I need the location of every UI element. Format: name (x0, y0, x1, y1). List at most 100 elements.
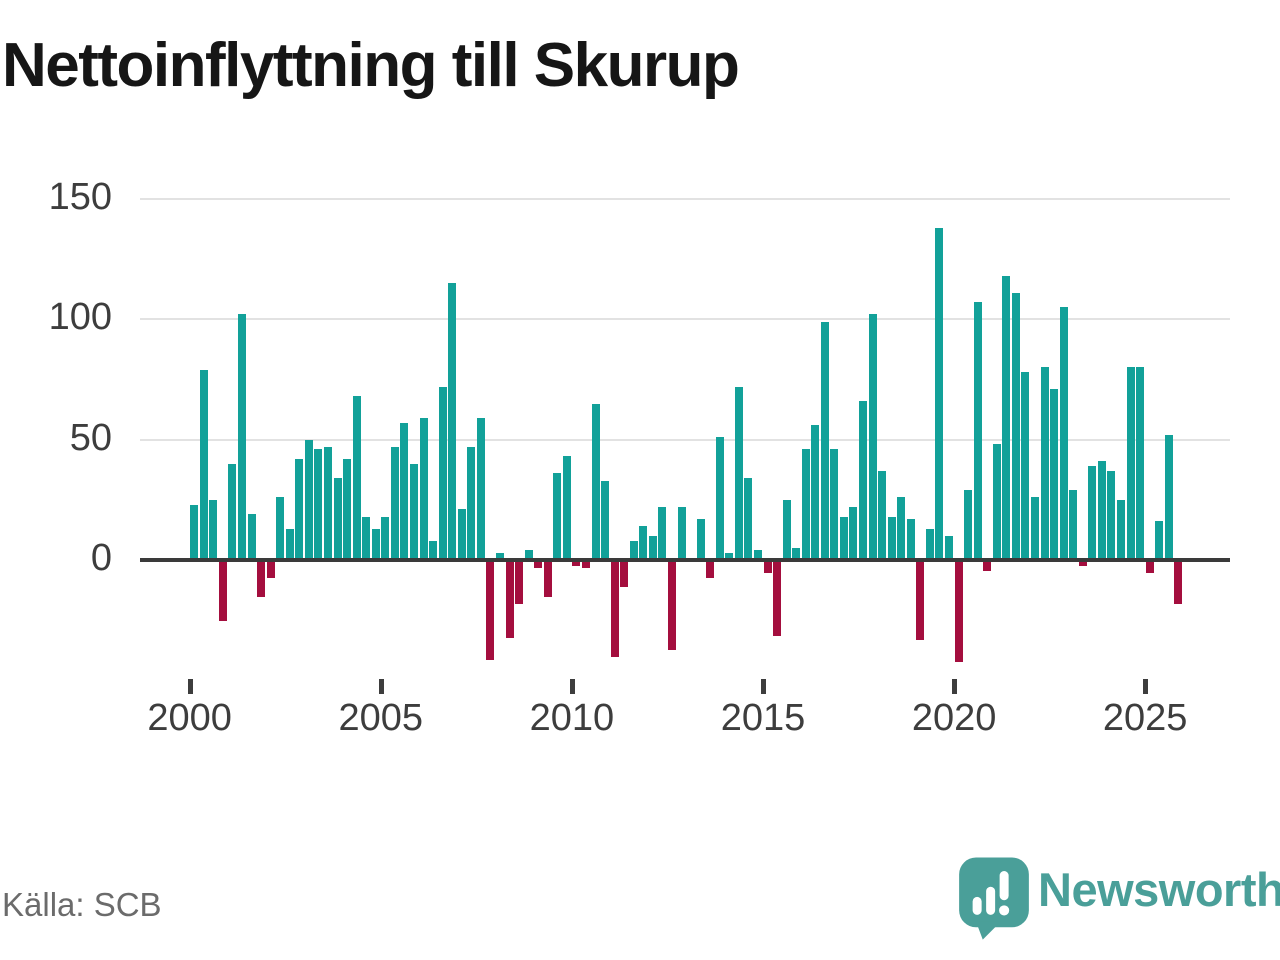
bar-2015-Q1 (763, 561, 772, 574)
bar-2023-Q3 (1088, 466, 1097, 560)
bar-2015-Q4 (792, 547, 801, 560)
x-axis-tick-2020 (952, 679, 958, 694)
bar-2019-Q1 (916, 561, 925, 641)
bar-2011-Q4 (639, 526, 648, 560)
bar-2024-Q4 (1136, 367, 1145, 560)
bar-2002-Q1 (266, 561, 275, 578)
x-axis-label-2000: 2000 (147, 697, 232, 739)
bar-2010-Q2 (581, 561, 590, 569)
bar-2022-Q2 (1040, 367, 1049, 560)
source-note: Källa: SCB (2, 886, 162, 923)
bar-2003-Q2 (314, 449, 323, 560)
bar-2011-Q2 (620, 561, 629, 588)
bar-2017-Q4 (868, 314, 877, 560)
bar-2001-Q4 (257, 561, 266, 598)
x-axis-label-2005: 2005 (338, 697, 424, 739)
bar-2022-Q4 (1059, 307, 1068, 560)
bar-2018-Q1 (878, 470, 887, 560)
bar-2025-Q2 (1155, 521, 1164, 560)
bar-2006-Q3 (438, 386, 447, 560)
bar-2022-Q1 (1031, 497, 1040, 560)
bar-2011-Q3 (629, 540, 638, 560)
bar-2023-Q1 (1069, 490, 1078, 560)
bar-2000-Q3 (209, 499, 218, 560)
bar-2007-Q1 (457, 509, 466, 560)
bar-2004-Q2 (352, 396, 361, 560)
bar-2013-Q4 (715, 437, 724, 560)
x-axis-label-2025: 2025 (1102, 697, 1188, 739)
bar-2014-Q1 (725, 552, 734, 560)
bar-2016-Q1 (801, 449, 810, 560)
bar-2018-Q2 (887, 516, 896, 560)
bar-2014-Q4 (753, 550, 762, 560)
x-axis-label-2020: 2020 (911, 697, 997, 739)
bar-2000-Q1 (190, 504, 199, 560)
y-axis-label-0: 0 (90, 536, 112, 579)
bar-2009-Q4 (562, 456, 571, 560)
bar-2008-Q3 (515, 561, 524, 605)
bar-2003-Q4 (333, 478, 342, 560)
x-axis-tick-2000 (187, 679, 193, 694)
bar-2003-Q1 (304, 439, 313, 560)
bar-2011-Q1 (610, 561, 619, 658)
bar-2012-Q3 (667, 561, 676, 651)
bar-2002-Q2 (276, 497, 285, 560)
gridline-100 (140, 318, 1230, 321)
bar-2008-Q1 (495, 552, 504, 560)
brand-logo: Newsworthy (958, 856, 1280, 940)
bar-2001-Q2 (237, 314, 246, 560)
bar-2003-Q3 (323, 446, 332, 560)
bar-2004-Q4 (371, 528, 380, 560)
x-axis-label-2010: 2010 (529, 697, 615, 739)
bar-2006-Q1 (419, 417, 428, 560)
bar-2005-Q4 (409, 463, 418, 560)
chart-title: Nettoinflyttning till Skurup (2, 31, 740, 100)
bar-2001-Q3 (247, 514, 256, 560)
bar-2001-Q1 (228, 463, 237, 560)
bar-2021-Q1 (992, 444, 1001, 560)
x-axis-tick-2015 (761, 679, 766, 694)
bar-2006-Q2 (429, 540, 438, 560)
bar-2021-Q3 (1011, 292, 1020, 560)
bar-2021-Q4 (1021, 372, 1030, 560)
bar-2018-Q3 (897, 497, 906, 560)
bar-2004-Q1 (343, 458, 352, 560)
bar-2005-Q3 (400, 422, 409, 560)
bar-2010-Q4 (601, 480, 610, 560)
bar-2020-Q4 (983, 561, 992, 571)
bar-2023-Q4 (1097, 461, 1106, 560)
y-axis-label-100: 100 (48, 296, 112, 339)
bar-2009-Q1 (534, 561, 543, 569)
bar-2020-Q1 (954, 561, 963, 663)
bar-2024-Q1 (1107, 470, 1116, 560)
bar-2012-Q2 (658, 507, 667, 560)
bar-2025-Q1 (1145, 561, 1154, 574)
y-axis-label-50: 50 (69, 416, 112, 459)
x-axis-tick-2010 (569, 679, 575, 694)
bar-2010-Q1 (572, 561, 581, 566)
bar-2010-Q3 (591, 403, 600, 560)
bar-2019-Q3 (935, 227, 944, 560)
bar-2016-Q4 (830, 449, 839, 560)
bar-2025-Q3 (1164, 434, 1173, 560)
bar-2007-Q3 (476, 417, 485, 560)
bar-2014-Q3 (744, 478, 753, 560)
bar-2022-Q3 (1050, 389, 1059, 560)
bar-2005-Q1 (381, 516, 390, 560)
bar-2007-Q2 (467, 446, 476, 560)
brand-name: Newsworthy (1038, 863, 1280, 916)
bar-2015-Q2 (773, 561, 782, 636)
x-axis-zero-line (140, 558, 1230, 562)
bar-2000-Q4 (218, 561, 227, 622)
bar-2002-Q3 (285, 528, 294, 560)
bar-2005-Q2 (390, 446, 399, 560)
bar-2007-Q4 (486, 561, 495, 660)
bar-2014-Q2 (734, 386, 743, 560)
bar-2012-Q1 (648, 535, 657, 560)
bar-2008-Q4 (524, 550, 533, 560)
x-axis-tick-2025 (1143, 679, 1149, 694)
bar-2019-Q2 (925, 528, 934, 560)
newsworthy-logo-icon (959, 857, 1029, 940)
